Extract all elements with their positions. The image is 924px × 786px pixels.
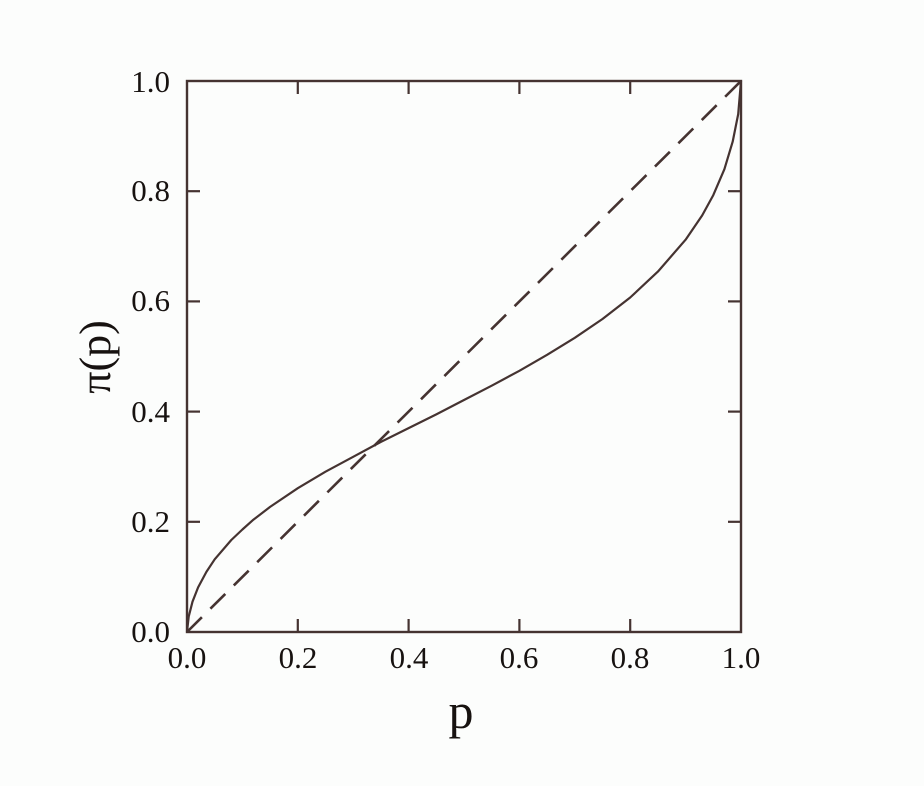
x-tick-label-0.6: 0.6 — [499, 640, 539, 675]
x-tick-label-0.2: 0.2 — [278, 640, 318, 675]
plot-frame — [185, 79, 743, 634]
probability-weighting-curve — [185, 80, 743, 633]
x-tick-label-1.0: 1.0 — [721, 640, 761, 675]
x-tick-label-0.4: 0.4 — [389, 640, 429, 675]
x-tick-label-0.0: 0.0 — [167, 640, 207, 675]
x-tick-label-0.8: 0.8 — [610, 640, 650, 675]
x-axis-label: p — [448, 683, 474, 739]
y-tick-label-0.0: 0.0 — [131, 614, 170, 649]
y-tick-label-0.8: 0.8 — [131, 173, 170, 208]
y-tick-label-0.6: 0.6 — [131, 283, 170, 318]
identity-diagonal — [186, 80, 742, 633]
y-tick-label-0.2: 0.2 — [131, 504, 170, 539]
y-tick-label-1.0: 1.0 — [131, 64, 170, 99]
y-tick-label-0.4: 0.4 — [131, 394, 170, 429]
